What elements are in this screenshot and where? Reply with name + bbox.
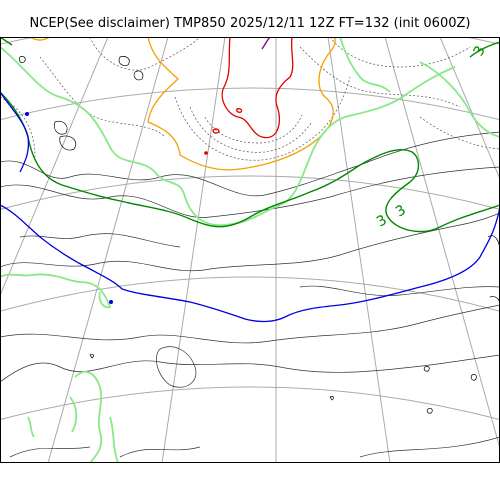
blue-point-2 <box>109 300 113 304</box>
map-title: NCEP(See disclaimer) TMP850 2025/12/11 1… <box>29 16 471 31</box>
temperature-map: 3 3 3 <box>0 37 500 463</box>
latitude-lines <box>0 37 500 421</box>
map-canvas: 3 3 3 <box>0 37 500 463</box>
red-point <box>204 151 208 155</box>
red-contour <box>212 37 294 139</box>
green-contour <box>0 37 500 233</box>
coastline-fragments <box>19 56 500 414</box>
blue-point <box>25 112 29 116</box>
blue-contour <box>0 91 500 323</box>
lightgreen-contours <box>0 37 500 463</box>
gray-contours <box>0 131 500 458</box>
longitude-lines <box>0 37 500 463</box>
